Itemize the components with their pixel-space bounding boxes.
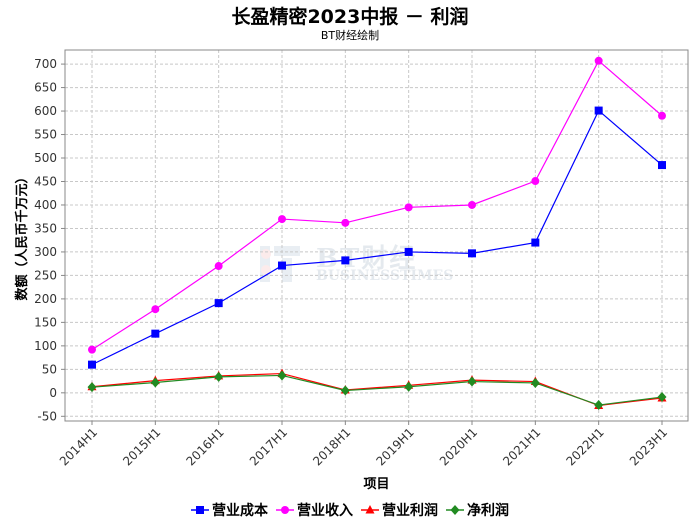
- data-point: [341, 218, 350, 227]
- chart-title: 长盈精密2023中报 － 利润: [231, 6, 469, 28]
- x-tick-label: 2020H1: [437, 425, 480, 468]
- watermark-logo-icon: [260, 246, 300, 282]
- x-tick-label: 2016H1: [184, 425, 227, 468]
- legend-label: 营业成本: [212, 503, 268, 519]
- y-tick-label: 250: [34, 268, 57, 282]
- y-axis-label: 数额（人民币千万元）: [14, 170, 30, 300]
- data-point: [278, 215, 286, 224]
- data-point: [468, 249, 476, 258]
- data-point: [531, 177, 540, 186]
- data-point: [467, 376, 477, 387]
- y-axis-ticks: -50 0 50 100 150 200 250 300 350 400 450 500 550 600 6…: [34, 57, 65, 423]
- x-tick-label: 2023H1: [627, 425, 670, 468]
- y-tick-label: 50: [42, 362, 57, 376]
- data-point: [658, 161, 666, 170]
- y-tick-label: 500: [34, 151, 57, 165]
- x-tick-label: 2014H1: [57, 425, 100, 468]
- data-point: [341, 256, 350, 265]
- data-point: [151, 305, 160, 314]
- data-point: [151, 329, 160, 338]
- y-tick-label: 450: [34, 174, 57, 188]
- watermark: BT财经 BUSINESSTIMES: [258, 240, 468, 290]
- legend-swatch-icon: [446, 505, 464, 515]
- data-point: [88, 360, 96, 369]
- y-tick-label: 400: [34, 198, 57, 212]
- data-point: [88, 345, 96, 354]
- y-tick-label: 200: [34, 292, 57, 306]
- data-point: [214, 299, 223, 308]
- series-line: [91, 59, 663, 351]
- data-point: [468, 200, 476, 209]
- legend-swatch-marker: [281, 506, 289, 514]
- data-point: [150, 377, 160, 388]
- data-point: [214, 262, 223, 271]
- plot-border: [64, 49, 689, 422]
- data-point: [214, 371, 224, 382]
- grid-lines: [65, 50, 688, 421]
- legend-item: 营业收入: [276, 500, 353, 520]
- y-tick-label: 650: [34, 81, 57, 95]
- series-line: [91, 374, 663, 406]
- x-tick-label: 2019H1: [374, 425, 417, 468]
- legend-label: 营业利润: [382, 503, 438, 519]
- legend-swatch-marker: [196, 506, 204, 514]
- data-point: [594, 400, 604, 411]
- y-tick-label: 550: [34, 128, 57, 142]
- data-point: [658, 111, 666, 120]
- x-axis-ticks: 2014H1 2015H1 2016H1 2017H1 2018H1 2019H1 2020…: [57, 421, 670, 468]
- data-point: [404, 381, 414, 392]
- y-tick-label: 700: [34, 57, 57, 71]
- y-tick-label: -50: [37, 409, 57, 423]
- x-tick-label: 2021H1: [500, 425, 543, 468]
- y-tick-label: 600: [34, 104, 57, 118]
- chart-legend: 营业成本 营业收入 营业利润 净利润: [0, 500, 700, 520]
- x-tick-label: 2018H1: [310, 425, 353, 468]
- series-3: [87, 370, 667, 411]
- line-chart: -50 0 50 100 150 200 250 300 350 400 450 500 550 600 6…: [14, 49, 689, 492]
- legend-item: 营业成本: [191, 500, 268, 520]
- legend-label: 营业收入: [297, 503, 353, 519]
- data-point: [278, 261, 286, 270]
- legend-swatch-icon: [276, 506, 294, 514]
- series-line: [91, 109, 663, 366]
- series-line: [91, 372, 663, 407]
- y-tick-label: 100: [34, 339, 57, 353]
- legend-swatch-marker: [450, 505, 460, 515]
- data-point: [530, 377, 540, 388]
- data-point: [277, 370, 287, 381]
- x-tick-label: 2017H1: [247, 425, 290, 468]
- legend-swatch-marker: [365, 505, 375, 514]
- data-point: [404, 203, 413, 212]
- y-tick-label: 300: [34, 245, 57, 259]
- y-tick-label: 150: [34, 315, 57, 329]
- data-point: [594, 106, 603, 115]
- data-point: [87, 382, 97, 393]
- y-tick-label: 0: [49, 386, 57, 400]
- y-tick-label: 350: [34, 221, 57, 235]
- legend-item: 营业利润: [361, 500, 438, 520]
- legend-swatch-icon: [361, 505, 379, 514]
- x-axis-label: 项目: [363, 477, 389, 492]
- legend-item: 净利润: [446, 500, 509, 520]
- x-tick-label: 2015H1: [120, 425, 163, 468]
- data-point: [531, 238, 540, 247]
- watermark-text: BT财经: [316, 244, 418, 274]
- series-1: [88, 56, 666, 354]
- legend-label: 净利润: [467, 503, 509, 519]
- data-point: [404, 247, 413, 256]
- data-point: [594, 56, 603, 65]
- x-tick-label: 2022H1: [564, 425, 607, 468]
- watermark-subtext: BUSINESSTIMES: [316, 268, 454, 284]
- legend-swatch-icon: [191, 506, 209, 514]
- series-group: [87, 56, 667, 411]
- chart-subtitle: BT财经绘制: [320, 29, 380, 42]
- data-point: [657, 392, 667, 403]
- series-0: [88, 106, 666, 369]
- data-point: [340, 385, 350, 396]
